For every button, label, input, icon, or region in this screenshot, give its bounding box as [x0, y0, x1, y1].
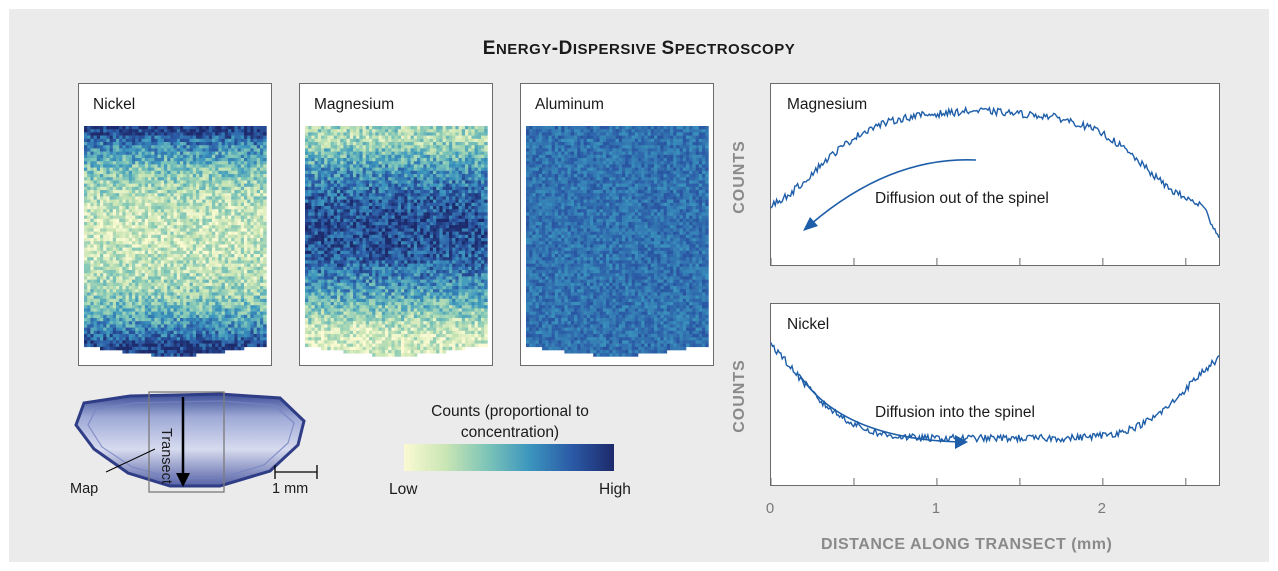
magnesium-chart-ylabel: COUNTS [731, 140, 748, 214]
nickel-chart-annotation: Diffusion into the spinel [875, 404, 1035, 421]
diffusion-out-arrow [810, 158, 977, 225]
nickel-map-label: Nickel [93, 96, 136, 113]
aluminum-map-image [526, 126, 709, 357]
aluminum-map-label: Aluminum [535, 96, 604, 113]
map-label: Map [70, 481, 99, 497]
transect-arrowhead [176, 473, 190, 487]
nickel-chart-panel: Nickel [770, 303, 1220, 486]
nickel-map-panel: Nickel [78, 83, 272, 366]
diffusion-in-arrowhead [955, 435, 968, 449]
x-tick-label: 0 [765, 500, 775, 517]
nickel-map-image [84, 126, 267, 357]
magnesium-map-pixels [305, 126, 488, 357]
magnesium-map-panel: Magnesium [299, 83, 493, 366]
magnesium-map-image [305, 126, 488, 357]
aluminum-map-panel: Aluminum [520, 83, 714, 366]
x-tick-label: 2 [1097, 500, 1107, 517]
crystal-inner-facet [87, 400, 295, 479]
nickel-chart-label: Nickel [787, 316, 830, 333]
aluminum-map-pixels [526, 126, 709, 357]
magnesium-map-label: Magnesium [314, 96, 395, 113]
figure-title: ENERGY-DISPERSIVE SPECTROSCOPY [482, 38, 796, 59]
nickel-chart-plot [770, 342, 1220, 485]
x-tick-label: 1 [931, 500, 941, 517]
map-leader-line [105, 448, 156, 473]
colorbar [404, 444, 614, 471]
magnesium-chart-plot [770, 105, 1220, 265]
nickel-chart-ylabel: COUNTS [731, 359, 748, 433]
scale-bar [274, 465, 318, 479]
crystal-outline [74, 392, 306, 488]
magnesium-chart-label: Magnesium [787, 96, 868, 113]
transect-label: Transect [158, 428, 174, 484]
magnesium-chart-annotation: Diffusion out of the spinel [875, 190, 1049, 207]
colorbar-low-label: Low [389, 481, 418, 498]
magnesium-chart-panel: Magnesium [770, 83, 1220, 266]
nickel-map-pixels [84, 126, 267, 357]
diffusion-out-arrowhead [803, 217, 818, 231]
map-area-box [148, 391, 225, 493]
crystal-photo [74, 391, 306, 493]
colorbar-title: Counts (proportional to concentration) [431, 403, 589, 441]
diffusion-in-arrow [798, 373, 962, 443]
nickel-series-line [770, 342, 1220, 445]
x-axis-label: DISTANCE ALONG TRANSECT (mm) [821, 536, 1113, 553]
scale-bar-label: 1 mm [272, 481, 309, 497]
magnesium-series-line [770, 105, 1220, 239]
colorbar-high-label: High [599, 481, 631, 498]
